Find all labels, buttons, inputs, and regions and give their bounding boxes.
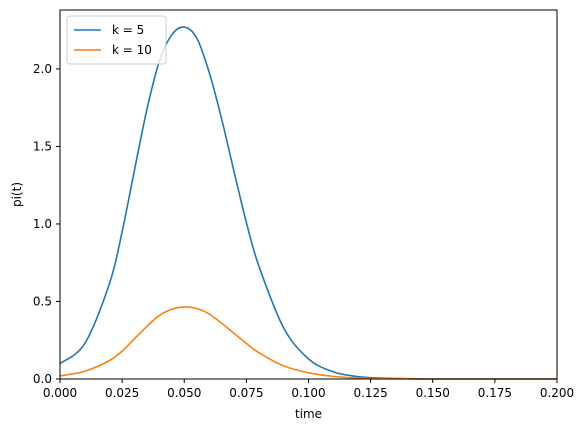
legend-label: k = 5 [112,23,144,37]
y-tick-label: 0.0 [33,372,52,386]
x-tick-label: 0.050 [167,386,201,400]
y-tick-label: 1.5 [33,139,52,153]
y-axis-label: pi(t) [10,182,24,207]
x-tick-label: 0.025 [105,386,139,400]
y-axis-ticks: 0.0 0.5 1.0 1.5 2.0 [33,62,60,386]
x-tick-label: 0.100 [291,386,325,400]
y-tick-label: 1.0 [33,217,52,231]
plot-area [60,10,557,379]
legend-frame [66,15,167,65]
legend-label: k = 10 [112,43,152,57]
x-axis-label: time [295,407,322,421]
legend: k = 5 k = 10 [66,15,167,65]
x-tick-label: 0.200 [540,386,574,400]
y-tick-label: 2.0 [33,62,52,76]
x-tick-label: 0.000 [43,386,77,400]
x-axis-ticks: 0.000 0.025 0.050 0.075 0.100 0.125 0.150 0.175… [43,379,574,400]
x-tick-label: 0.075 [229,386,263,400]
x-tick-label: 0.150 [416,386,450,400]
y-tick-label: 0.5 [33,294,52,308]
x-tick-label: 0.125 [353,386,387,400]
x-tick-label: 0.175 [478,386,512,400]
